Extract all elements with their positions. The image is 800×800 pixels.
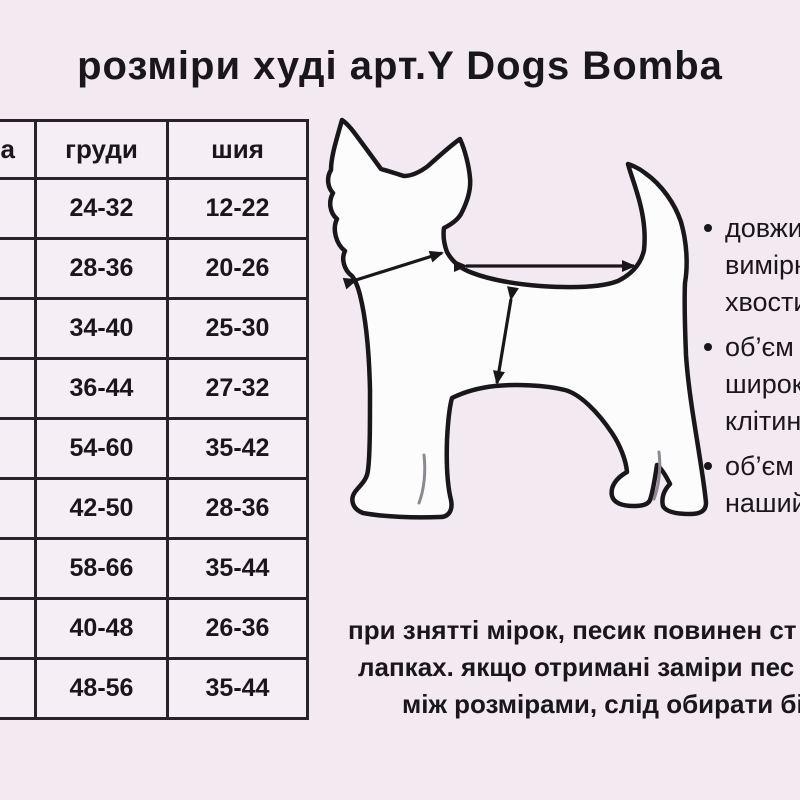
table-cell-chest: 34-40 xyxy=(34,297,169,360)
table-row: 24-32 12-22 xyxy=(0,177,309,240)
table-header-row: а груди шия xyxy=(0,119,309,180)
page-title: розміри худі арт.Y Dogs Bomba xyxy=(77,44,723,88)
table-row: 40-48 26-36 xyxy=(0,597,309,660)
column-header-chest: груди xyxy=(34,119,169,180)
table-cell-size xyxy=(0,597,37,660)
table-cell-neck: 25-30 xyxy=(166,297,309,360)
table-cell-size xyxy=(0,177,37,240)
footnote-line: між розмірами, слід обирати бі xyxy=(402,689,800,719)
measurement-notes: довжинвимірюхвостиоб’ємширокклітиниоб’єм… xyxy=(700,210,800,530)
column-header-size: а xyxy=(0,119,37,180)
table-row: 48-56 35-44 xyxy=(0,657,309,720)
table-cell-neck: 35-44 xyxy=(166,537,309,600)
note-item: об’єм широк клітини xyxy=(700,329,800,440)
table-cell-chest: 28-36 xyxy=(34,237,169,300)
table-cell-chest: 40-48 xyxy=(34,597,169,660)
table-cell-neck: 12-22 xyxy=(166,177,309,240)
table-row: 28-36 20-26 xyxy=(0,237,309,300)
table-cell-neck: 28-36 xyxy=(166,477,309,540)
table-cell-size xyxy=(0,537,37,600)
chest-girth-arrow xyxy=(493,286,519,385)
note-line: клітини xyxy=(725,406,800,436)
table-cell-size xyxy=(0,657,37,720)
note-line: хвости xyxy=(725,287,800,317)
note-line: вимірю xyxy=(725,250,800,280)
table-cell-size xyxy=(0,477,37,540)
note-line: довжин xyxy=(725,213,800,243)
table-cell-neck: 27-32 xyxy=(166,357,309,420)
dog-diagram xyxy=(325,117,709,520)
size-table: а груди шия 24-32 12-22 28-36 20-26 34-40 25-… xyxy=(0,119,309,720)
note-line: широк xyxy=(725,369,800,399)
note-item: довжин вимірю хвости xyxy=(700,210,800,321)
table-row: 36-44 27-32 xyxy=(0,357,309,420)
front-paw-toe-line xyxy=(417,453,427,505)
size-table-body: 24-32 12-22 28-36 20-26 34-40 25-30 36-44 27-32… xyxy=(0,177,309,720)
column-header-neck: шия xyxy=(166,119,309,180)
table-cell-neck: 26-36 xyxy=(166,597,309,660)
note-line: об’єм xyxy=(725,451,794,481)
table-cell-size xyxy=(0,417,37,480)
table-cell-chest: 24-32 xyxy=(34,177,169,240)
table-row: 58-66 35-44 xyxy=(0,537,309,600)
table-cell-chest: 58-66 xyxy=(34,537,169,600)
table-row: 42-50 28-36 xyxy=(0,477,309,540)
table-cell-size xyxy=(0,357,37,420)
table-cell-size xyxy=(0,237,37,300)
table-cell-neck: 20-26 xyxy=(166,237,309,300)
note-item: об’єм нашийн xyxy=(700,448,800,522)
dog-outline xyxy=(325,117,709,520)
table-cell-size xyxy=(0,297,37,360)
table-row: 34-40 25-30 xyxy=(0,297,309,360)
note-line: нашийн xyxy=(725,488,800,518)
table-cell-neck: 35-42 xyxy=(166,417,309,480)
table-cell-chest: 54-60 xyxy=(34,417,169,480)
table-cell-neck: 35-44 xyxy=(166,657,309,720)
table-cell-chest: 48-56 xyxy=(34,657,169,720)
note-line: об’єм xyxy=(725,332,794,362)
rear-paw-toe-line xyxy=(652,450,662,501)
neck-girth-arrow xyxy=(342,250,444,290)
table-cell-chest: 36-44 xyxy=(34,357,169,420)
footnote-line: лапках. якщо отримані заміри пес xyxy=(358,652,795,682)
table-row: 54-60 35-42 xyxy=(0,417,309,480)
footnote-line: при знятті мірок, песик повинен ст xyxy=(348,615,797,645)
table-cell-chest: 42-50 xyxy=(34,477,169,540)
